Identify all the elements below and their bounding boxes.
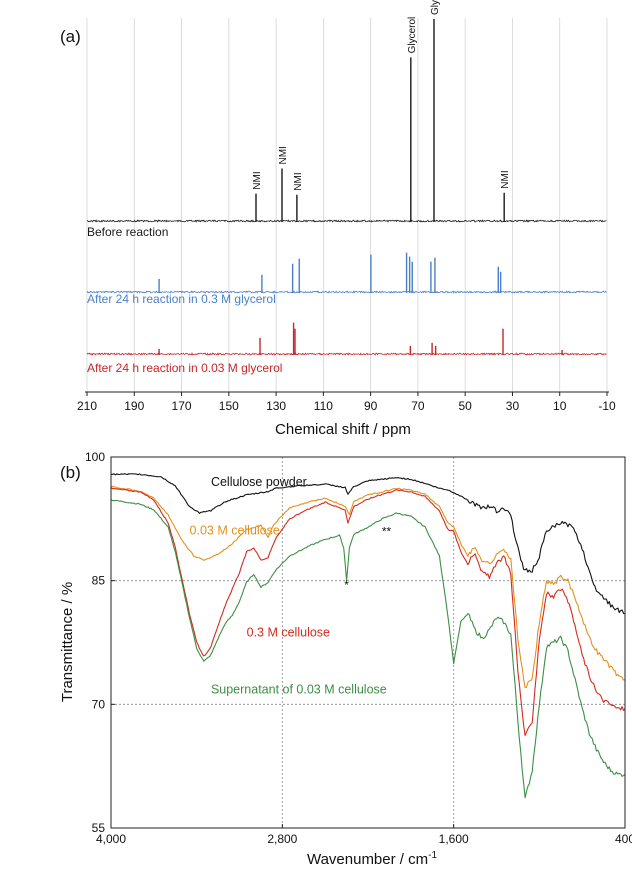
panel-b-ir-spectra: (b) Cellulose powder 0.03 M cellulose 0.3 …	[59, 450, 632, 868]
ir-series-label-supernatant-of-0-03-m-cellulose: Supernatant of 0.03 M cellulose	[211, 683, 387, 697]
ir-x-tick-label-4000: 4,000	[96, 832, 126, 846]
nmr-x-tick-label-90: 90	[364, 399, 378, 413]
nmr-annotation-nmi-2: NMI	[278, 146, 289, 164]
nmr-series-label-3: After 24 h reaction in 0.03 M glycerol	[87, 361, 282, 375]
ir-x-axis-label: Wavenumber / cm-1	[307, 850, 437, 868]
nmr-vertical-gridlines	[86, 18, 608, 392]
nmr-x-tick-label-30: 30	[506, 399, 520, 413]
ir-spectra	[110, 473, 626, 799]
ir-x-tick-label-2800: 2,800	[267, 832, 297, 846]
ir-x-tick-label-1600: 1,600	[439, 832, 469, 846]
ir-annotations: ***	[344, 524, 391, 592]
ir-y-axis: 55 70 85 100	[85, 450, 115, 835]
ir-annotation-1: *	[344, 578, 349, 592]
nmr-annotation-glycerol-5: Glycerol	[430, 0, 441, 15]
nmr-x-tick-label-50: 50	[459, 399, 473, 413]
nmr-x-axis: 210 190 170 150 130 110 90 70 50 30 10 -10	[77, 391, 616, 413]
ir-y-tick-label-55: 55	[92, 821, 106, 835]
nmr-spectra	[86, 19, 607, 356]
nmr-annotation-nmi-1: NMI	[252, 171, 263, 189]
ir-plot-frame	[110, 456, 626, 829]
ir-series-0-3-m-cellulose	[110, 487, 626, 736]
ir-gridlines	[111, 457, 625, 828]
nmr-annotation-nmi-6: NMI	[500, 170, 511, 188]
nmr-x-tick-label-190: 190	[124, 399, 144, 413]
ir-series-0-03-m-cellulose	[110, 485, 626, 689]
ir-y-axis-label: Transmittance / %	[59, 582, 76, 702]
nmr-baseline-2	[86, 290, 607, 294]
ir-x-axis: 4,000 2,800 1,600 400	[96, 824, 632, 846]
ir-series-cellulose-powder	[111, 473, 626, 615]
nmr-annotation-glycerol-4: Glycerol	[407, 17, 418, 54]
panel-a-label: (a)	[60, 27, 81, 46]
nmr-x-tick-label-210: 210	[77, 399, 97, 413]
ir-x-tick-label-400: 400	[615, 832, 632, 846]
nmr-baseline-3	[86, 352, 607, 356]
ir-series-label-0-03-m-cellulose: 0.03 M cellulose	[190, 523, 280, 537]
nmr-x-tick-label-170: 170	[172, 399, 192, 413]
nmr-x-tick-label-130: 130	[266, 399, 286, 413]
panel-a-nmr-spectra: (a) Before reaction After 24 h reaction i…	[60, 0, 616, 438]
nmr-x-axis-label: Chemical shift / ppm	[275, 421, 411, 438]
panel-b-label: (b)	[60, 463, 81, 482]
ir-y-tick-label-100: 100	[85, 450, 105, 464]
nmr-x-tick-label-10: 10	[553, 399, 567, 413]
ir-y-tick-label-70: 70	[92, 697, 106, 711]
ir-y-tick-label-85: 85	[92, 574, 106, 588]
ir-series-supernatant-of-0-03-m-cellulose	[110, 499, 626, 799]
nmr-peak-annotations: NMI NMI NMI Glycerol Glycerol NMI	[252, 0, 511, 191]
ir-series-label-0-3-m-cellulose: 0.3 M cellulose	[247, 626, 330, 640]
nmr-series-label-1: Before reaction	[87, 225, 168, 239]
ir-series-labels: Cellulose powder 0.03 M cellulose 0.3 M ce…	[190, 475, 387, 697]
nmr-series-label-2: After 24 h reaction in 0.3 M glycerol	[87, 292, 276, 306]
nmr-baseline-1	[86, 219, 607, 223]
ir-series-label-cellulose-powder: Cellulose powder	[211, 475, 307, 489]
nmr-series-labels: Before reaction After 24 h reaction in 0.…	[87, 225, 282, 375]
nmr-x-tick-label-110: 110	[314, 399, 333, 413]
ir-x-axis-label-superscript: -1	[428, 850, 437, 861]
nmr-x-tick-label-150: 150	[219, 399, 239, 413]
nmr-x-tick-label-10: -10	[598, 399, 616, 413]
ir-annotation-2: **	[382, 524, 392, 538]
nmr-annotation-nmi-3: NMI	[293, 172, 304, 190]
ir-x-axis-label-main: Wavenumber / cm	[307, 851, 428, 868]
nmr-x-tick-label-70: 70	[411, 399, 425, 413]
